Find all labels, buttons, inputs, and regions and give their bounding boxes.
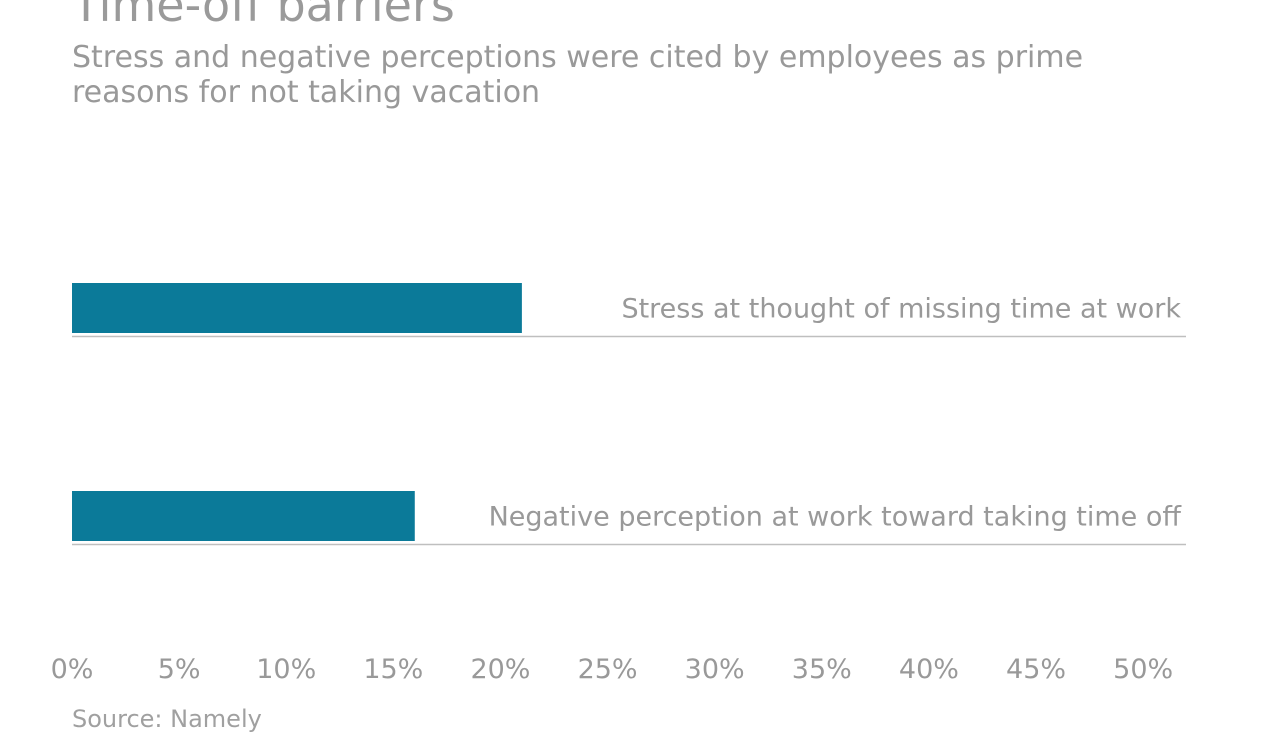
x-tick-label: 25% xyxy=(578,654,638,685)
bar-1 xyxy=(72,283,522,333)
chart-title: Time-off barriers xyxy=(72,0,455,32)
chart-subtitle: Stress and negative perceptions were cit… xyxy=(72,40,1084,110)
bar-label-2: Negative perception at work toward takin… xyxy=(489,502,1183,533)
x-tick-label: 30% xyxy=(685,654,745,685)
x-tick-label: 35% xyxy=(792,654,852,685)
bar-2 xyxy=(72,491,415,541)
bar-label-1: Stress at thought of missing time at wor… xyxy=(621,294,1181,325)
x-axis: 0% 5% 10% 15% 20% 25% 30% 35% 40% 45% 50% xyxy=(51,654,1174,685)
x-tick-label: 15% xyxy=(363,654,423,685)
x-tick-label: 40% xyxy=(899,654,959,685)
bars-layer: Stress at thought of missing time at wor… xyxy=(72,283,1186,546)
x-tick-label: 50% xyxy=(1113,654,1173,685)
x-tick-label: 10% xyxy=(256,654,316,685)
source-note: Source: Namely xyxy=(72,705,262,733)
x-tick-label: 0% xyxy=(51,654,94,685)
x-tick-label: 5% xyxy=(158,654,201,685)
x-tick-label: 20% xyxy=(470,654,530,685)
x-tick-label: 45% xyxy=(1006,654,1066,685)
